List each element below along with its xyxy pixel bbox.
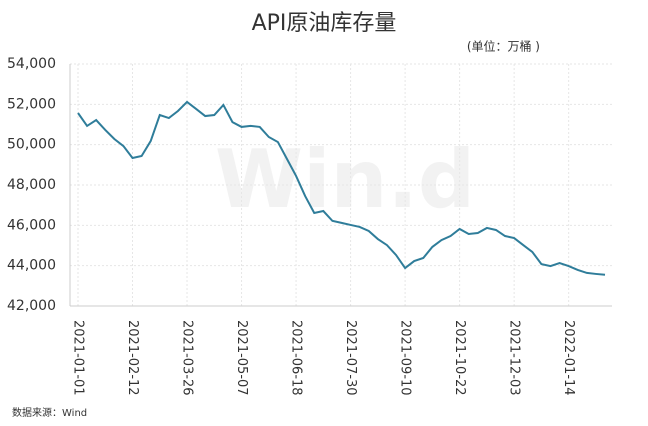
y-tick-label: 42,000 <box>7 298 56 314</box>
x-tick-label: 2021-05-07 <box>234 320 249 396</box>
y-tick-label: 48,000 <box>7 177 56 193</box>
x-tick-label: 2021-03-26 <box>180 320 195 396</box>
source: 数据来源：Wind <box>12 406 87 419</box>
x-tick-label: 2021-12-03 <box>507 320 522 396</box>
chart-title: API原油库存量 <box>252 11 397 36</box>
x-tick-label: 2021-07-30 <box>343 320 358 396</box>
y-tick-label: 52,000 <box>7 96 56 112</box>
x-tick-label: 2021-09-10 <box>398 320 413 396</box>
y-tick-label: 54,000 <box>7 56 56 72</box>
x-tick-label: 2022-01-14 <box>561 320 576 396</box>
x-tick-label: 2021-01-01 <box>71 320 86 396</box>
line <box>77 100 606 276</box>
subtitle: (单位：万桶 ) <box>467 39 540 54</box>
y-tick-label: 44,000 <box>7 258 56 274</box>
y-tick-label: 50,000 <box>7 137 56 153</box>
x-tick-label: 2021-06-18 <box>289 320 304 396</box>
x-tick-label: 2021-10-22 <box>452 320 467 396</box>
y-tick-label: 46,000 <box>7 217 56 233</box>
watermark: Win.d <box>215 133 475 226</box>
x-tick-label: 2021-02-12 <box>125 320 140 396</box>
